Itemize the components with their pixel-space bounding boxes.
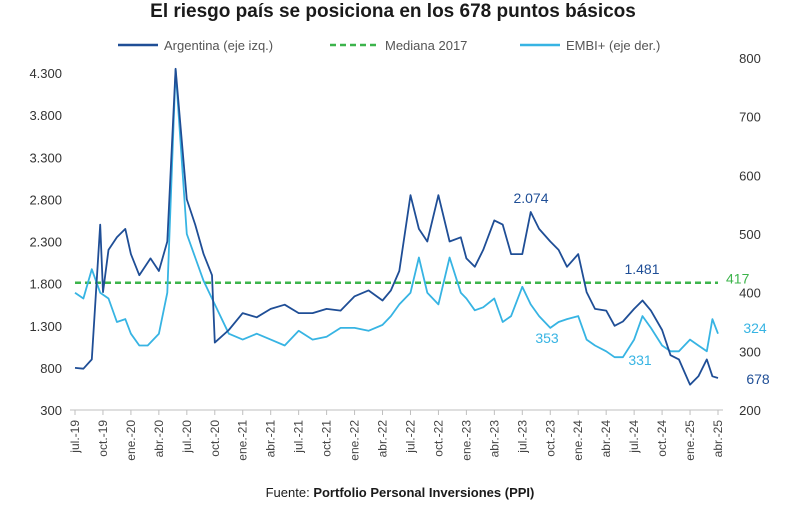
- x-tick-label: ene.-24: [571, 420, 585, 461]
- annotation-argentina: 2.074: [513, 190, 548, 206]
- x-tick-label: ene.-23: [459, 420, 473, 461]
- y-left-tick-label: 1.300: [29, 319, 62, 334]
- x-tick-label: ene.-22: [348, 420, 362, 461]
- source-prefix: Fuente:: [266, 485, 314, 500]
- y-right-tick-label: 800: [739, 51, 761, 66]
- y-right-tick-label: 700: [739, 110, 761, 125]
- y-left-tick-label: 2.300: [29, 235, 62, 250]
- y-right-tick-label: 600: [739, 168, 761, 183]
- series-line-embi: [74, 68, 719, 359]
- y-left-tick-label: 800: [40, 361, 62, 376]
- series-line-argentina: [74, 67, 719, 386]
- legend-label-argentina: Argentina (eje izq.): [164, 38, 273, 53]
- y-left-tick-label: 1.800: [29, 277, 62, 292]
- y-axis-right: 800 700 600 500 400 300 200: [739, 51, 761, 418]
- legend-label-mediana: Mediana 2017: [385, 38, 467, 53]
- legend: Argentina (eje izq.) Mediana 2017 EMBI+ …: [118, 38, 660, 53]
- y-axis-left: 4.300 3.800 3.300 2.800 2.300 1.800 1.300 800 30…: [29, 66, 62, 418]
- x-tick-label: jul.-21: [292, 420, 306, 454]
- source-name: Portfolio Personal Inversiones (PPI): [313, 485, 534, 500]
- y-right-tick-label: 400: [739, 286, 761, 301]
- x-tick-label: oct.-19: [96, 420, 110, 457]
- annotation-embi: 331: [628, 352, 652, 368]
- y-left-tick-label: 300: [40, 403, 62, 418]
- y-left-tick-label: 4.300: [29, 66, 62, 81]
- x-tick-label: jul.-24: [627, 420, 641, 454]
- y-right-tick-label: 200: [739, 403, 761, 418]
- x-tick-label: oct.-20: [208, 420, 222, 457]
- x-tick-label: abr.-22: [376, 420, 390, 458]
- y-right-tick-label: 300: [739, 344, 761, 359]
- y-left-tick-label: 3.300: [29, 150, 62, 165]
- y-left-tick-label: 2.800: [29, 192, 62, 207]
- source-note: Fuente: Portfolio Personal Inversiones (…: [266, 485, 535, 500]
- annotations: 2.074 1.481 678 353 331 324: [513, 190, 769, 387]
- legend-label-embi: EMBI+ (eje der.): [566, 38, 660, 53]
- x-tick-label: jul.-22: [403, 420, 417, 454]
- annotation-argentina: 1.481: [624, 261, 659, 277]
- x-tick-label: abr.-20: [152, 420, 166, 458]
- x-tick-label: ene.-20: [124, 420, 138, 461]
- annotation-embi: 353: [535, 330, 559, 346]
- x-tick-label: jul.-19: [68, 420, 82, 454]
- x-tick-label: oct.-23: [543, 420, 557, 457]
- y-left-tick-label: 3.800: [29, 108, 62, 123]
- x-tick-label: abr.-24: [599, 420, 613, 458]
- x-tick-label: oct.-21: [320, 420, 334, 457]
- x-tick-label: jul.-20: [180, 420, 194, 454]
- x-tick-label: ene.-21: [236, 420, 250, 461]
- y-right-tick-label: 500: [739, 227, 761, 242]
- x-tick-label: ene.-25: [683, 420, 697, 461]
- plot-area: 417: [74, 67, 750, 386]
- x-tick-label: jul.-23: [515, 420, 529, 454]
- median-label: 417: [726, 271, 750, 287]
- x-axis: jul.-19 oct.-19 ene.-20 abr.-20 jul.-20 oct.-…: [68, 409, 725, 461]
- x-tick-label: abr.-21: [264, 420, 278, 458]
- annotation-embi: 324: [743, 320, 767, 336]
- x-tick-label: oct.-24: [655, 420, 669, 457]
- annotation-argentina: 678: [746, 371, 770, 387]
- x-tick-label: oct.-22: [431, 420, 445, 457]
- chart-title: El riesgo país se posiciona en los 678 p…: [150, 1, 636, 22]
- x-tick-label: abr.-23: [487, 420, 501, 458]
- x-tick-label: abr.-25: [711, 420, 725, 458]
